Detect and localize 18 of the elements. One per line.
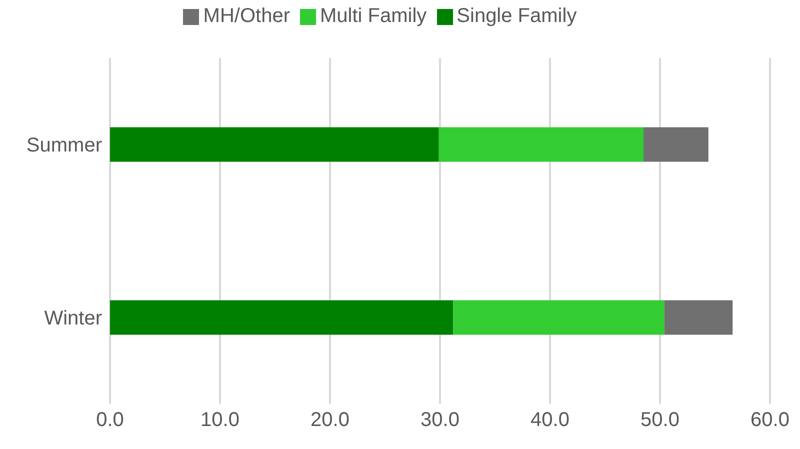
x-tick-label: 10.0	[200, 409, 240, 432]
x-tick-label: 40.0	[530, 409, 570, 432]
bar	[110, 127, 439, 162]
x-tick-label: 30.0	[420, 409, 460, 432]
bar	[110, 300, 454, 335]
bar	[438, 127, 644, 162]
y-tick-label: Winter	[44, 308, 102, 330]
x-tick-label: 0.0	[96, 409, 124, 432]
bar	[453, 300, 664, 335]
bar	[644, 127, 708, 162]
legend-label: MH/Other	[203, 5, 290, 27]
legend-label: Multi Family	[320, 5, 427, 27]
x-tick-label: 20.0	[310, 409, 350, 432]
bar	[664, 300, 733, 335]
legend-label: Single Family	[456, 5, 577, 27]
y-tick-label: Summer	[26, 134, 102, 157]
x-tick-label: 50.0	[640, 409, 680, 432]
x-tick-label: 60.0	[750, 409, 790, 432]
